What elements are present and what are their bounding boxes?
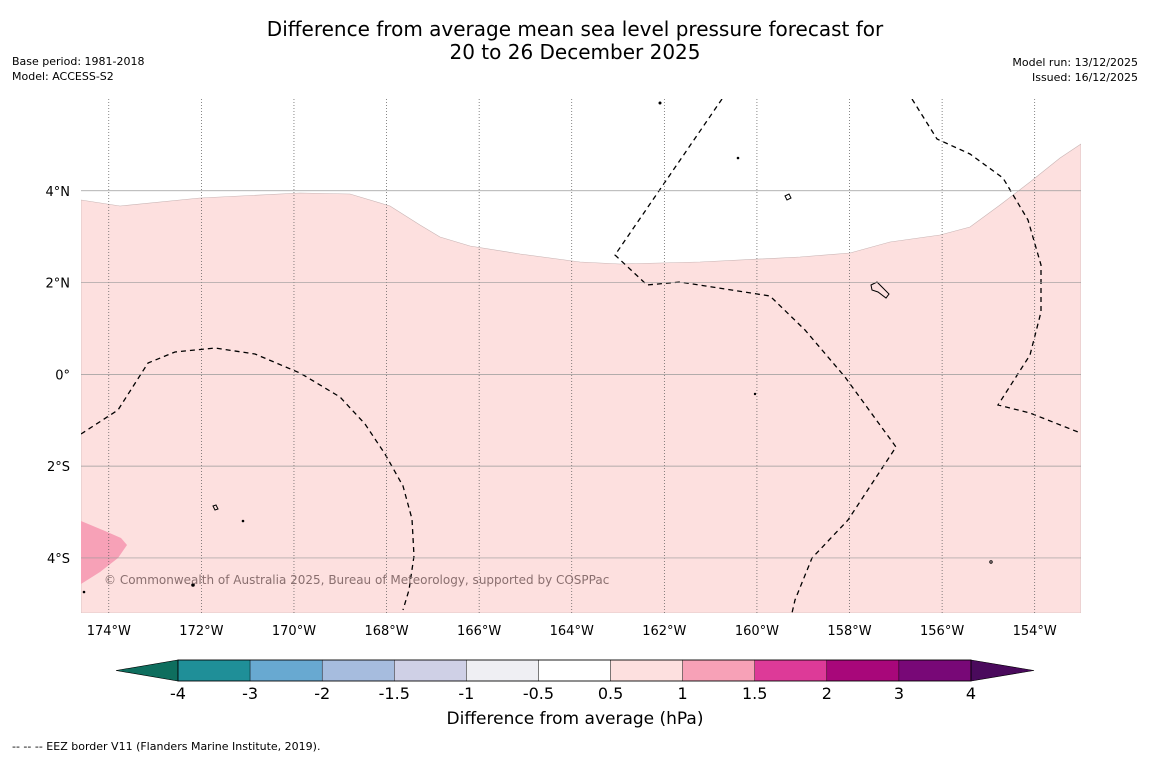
model-run-text: Model run: 13/12/2025 [1012,56,1138,69]
colorbar-tick-label: 2 [822,684,832,703]
anomaly-region-1-to-1-5 [81,521,127,584]
model-text: Model: ACCESS-S2 [12,70,114,83]
lon-tick-label: 160°W [735,624,779,639]
colorbar-tick-label: 3 [894,684,904,703]
lon-tick-label: 172°W [179,624,223,639]
colorbar-tick-label: -1 [458,684,474,703]
colorbar: -4 -3 -2 -1.5 -1 -0.5 0.5 1 1.5 2 3 4 [115,659,1035,703]
colorbar-segment [826,659,900,682]
islet-3 [241,519,245,523]
islet-7 [989,560,993,564]
lon-tick-label: 164°W [550,624,594,639]
colorbar-tick-label: 4 [966,684,976,703]
island-southwest [212,504,219,511]
lon-tick-label: 174°W [87,624,131,639]
lon-tick-label: 162°W [642,624,686,639]
colorbar-label: Difference from average (hPa) [446,709,704,729]
colorbar-segment [754,659,828,682]
colorbar-tick-label: -0.5 [523,684,554,703]
lat-tick-label: 0° [55,368,70,383]
meta-right: Model run: 13/12/2025 Issued: 16/12/2025 [1012,55,1138,85]
issued-text: Issued: 16/12/2025 [1031,71,1138,84]
chart-title: Difference from average mean sea level p… [0,18,1150,64]
colorbar-segment [249,659,323,682]
islet-2 [736,156,740,160]
colorbar-segment [321,659,395,682]
lon-tick-label: 158°W [827,624,871,639]
colorbar-segment [394,659,467,682]
colorbar-tick-label: -3 [242,684,258,703]
islet-6 [753,392,757,396]
copyright-text: © Commonwealth of Australia 2025, Bureau… [104,573,609,587]
colorbar-tick-label: -4 [170,684,186,703]
colorbar-segment [177,659,251,682]
colorbar-tick-label: -2 [314,684,330,703]
lon-tick-label: 166°W [457,624,501,639]
title-line-2: 20 to 26 December 2025 [449,40,701,64]
gridlines [81,99,1081,613]
lat-tick-label: 2°N [46,277,71,292]
colorbar-segment [466,659,539,682]
lon-tick-label: 156°W [920,624,964,639]
lon-tick-label: 154°W [1013,624,1057,639]
islet-5 [82,590,86,594]
colorbar-segment [538,659,611,682]
islands [82,101,993,594]
colorbar-tick-label: 1 [678,684,688,703]
colorbar-segment [610,659,683,682]
colorbar-tick-label: 1.5 [742,684,767,703]
eez-borders [81,99,1079,613]
axis-labels: 174°W 172°W 170°W 168°W 166°W 164°W 162°W 160°W… [46,185,1057,639]
islet-4 [191,583,195,587]
base-period-text: Base period: 1981-2018 [12,55,145,68]
islet-1 [658,101,662,105]
colorbar-segment [898,659,972,682]
meta-left: Base period: 1981-2018 Model: ACCESS-S2 [12,54,144,84]
eez-border-west [81,347,415,611]
anomaly-region-0-5-to-1 [81,143,1081,613]
colorbar-tick-label: -1.5 [379,684,410,703]
island-northwest [784,193,792,201]
eez-border-east [911,99,1079,433]
colorbar-extend-low [115,659,179,682]
lat-tick-label: 2°S [47,460,70,475]
colorbar-segment [682,659,755,682]
colorbar-tick-label: 0.5 [598,684,623,703]
lat-tick-label: 4°N [46,185,71,200]
lon-tick-label: 168°W [364,624,408,639]
colorbar-frame [177,659,972,682]
colorbar-extend-high [970,659,1035,682]
title-line-1: Difference from average mean sea level p… [266,17,884,41]
eez-legend-note: -- -- -- EEZ border V11 (Flanders Marine… [12,740,321,753]
eez-border-central [614,99,897,613]
lon-tick-label: 170°W [272,624,316,639]
lat-tick-label: 4°S [47,552,70,567]
